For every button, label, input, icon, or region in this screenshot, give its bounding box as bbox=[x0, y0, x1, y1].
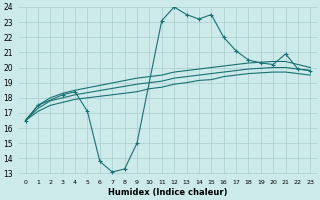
X-axis label: Humidex (Indice chaleur): Humidex (Indice chaleur) bbox=[108, 188, 228, 197]
